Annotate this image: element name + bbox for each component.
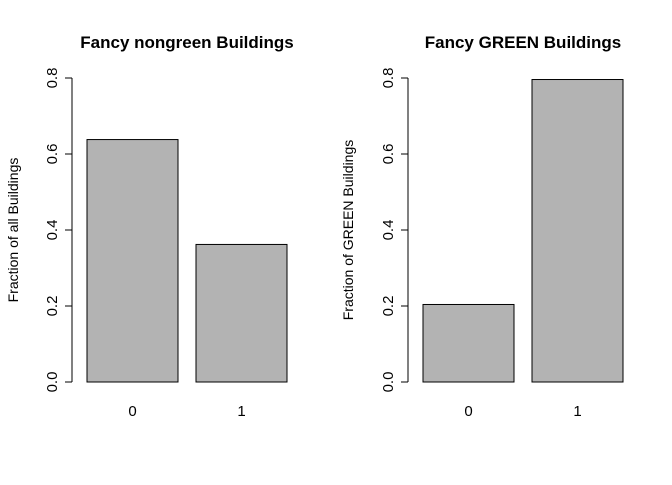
- panel-nongreen: Fancy nongreen Buildings Fraction of all…: [5, 33, 294, 420]
- chart-title: Fancy GREEN Buildings: [425, 33, 621, 52]
- chart-title: Fancy nongreen Buildings: [80, 33, 293, 52]
- y-tick-label: 0.8: [380, 68, 397, 89]
- y-tick-label: 0.8: [44, 68, 61, 89]
- y-tick-label: 0.6: [380, 144, 397, 165]
- y-axis-label: Fraction of GREEN Buildings: [340, 140, 356, 321]
- x-category-label: 0: [128, 403, 136, 420]
- y-tick-label: 0.0: [380, 372, 397, 393]
- y-axis-label: Fraction of all Buildings: [5, 158, 21, 303]
- y-tick-label: 0.2: [44, 296, 61, 317]
- y-tick-label: 0.0: [44, 372, 61, 393]
- x-category-label: 1: [237, 403, 245, 420]
- y-tick-label: 0.2: [380, 296, 397, 317]
- panel-green: Fancy GREEN Buildings Fraction of GREEN …: [340, 33, 624, 420]
- x-category-label: 0: [464, 403, 472, 420]
- bar-0: [422, 303, 515, 383]
- bar-1: [531, 79, 624, 383]
- y-tick-label: 0.4: [44, 220, 61, 241]
- y-tick-label: 0.4: [380, 220, 397, 241]
- x-category-label: 1: [573, 403, 581, 420]
- bar-1: [195, 243, 288, 383]
- y-tick-label: 0.6: [44, 144, 61, 165]
- bar-0: [86, 139, 179, 383]
